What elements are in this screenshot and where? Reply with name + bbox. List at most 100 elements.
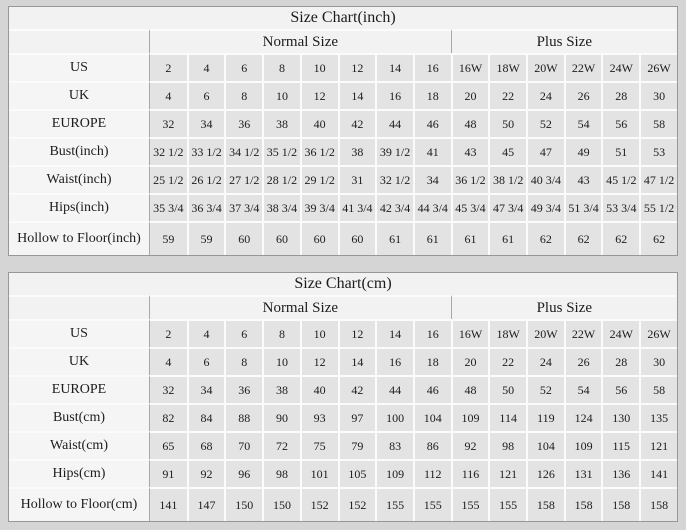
- cell-value: 155: [488, 487, 527, 521]
- cell-value: 10: [262, 347, 300, 375]
- cell-value: 41: [412, 137, 451, 165]
- cell-value: 10: [299, 53, 338, 81]
- cell-value: 42: [337, 375, 376, 403]
- cell-value: 16: [375, 347, 413, 375]
- cell-value: 90: [262, 403, 300, 431]
- cell-value: 39 3/4: [299, 193, 338, 221]
- cell-value: 100: [375, 403, 413, 431]
- cell-value: 124: [563, 403, 602, 431]
- column-group-label: Plus Size: [450, 29, 677, 53]
- cell-value: 44: [375, 109, 413, 137]
- row-label: Hips(inch): [9, 193, 149, 221]
- cell-value: 8: [262, 53, 300, 81]
- cell-value: 155: [450, 487, 489, 521]
- cell-value: 158: [639, 487, 677, 521]
- cell-value: 44: [375, 375, 413, 403]
- cell-value: 34 1/2: [224, 137, 263, 165]
- cell-value: 68: [186, 431, 225, 459]
- cell-value: 62: [601, 221, 640, 255]
- cell-value: 39 1/2: [375, 137, 413, 165]
- cell-value: 104: [412, 403, 451, 431]
- cell-value: 8: [224, 81, 263, 109]
- cell-value: 36: [224, 109, 263, 137]
- cell-value: 79: [337, 431, 376, 459]
- cell-value: 18: [412, 347, 451, 375]
- cell-value: 31: [337, 165, 376, 193]
- cell-value: 28: [601, 347, 640, 375]
- cell-value: 30: [639, 81, 677, 109]
- cell-value: 61: [412, 221, 451, 255]
- cell-value: 119: [526, 403, 564, 431]
- cell-value: 51: [601, 137, 640, 165]
- cell-value: 135: [639, 403, 677, 431]
- cell-value: 141: [639, 459, 677, 487]
- row-label: UK: [9, 81, 149, 109]
- cell-value: 40: [299, 375, 338, 403]
- cell-value: 38 1/2: [488, 165, 527, 193]
- cell-value: 36 1/2: [450, 165, 489, 193]
- cell-value: 130: [601, 403, 640, 431]
- cell-value: 105: [337, 459, 376, 487]
- cell-value: 136: [601, 459, 640, 487]
- cell-value: 26: [563, 347, 602, 375]
- cell-value: 56: [601, 109, 640, 137]
- cell-value: 16: [412, 319, 451, 347]
- cell-value: 12: [299, 81, 338, 109]
- cell-value: 83: [375, 431, 413, 459]
- row-label: UK: [9, 347, 149, 375]
- cell-value: 116: [450, 459, 489, 487]
- table-gap: [8, 256, 678, 272]
- table-row: Bust(cm) 82 84 88 90 93 97 100 104 109 114 119 124 13…: [9, 403, 677, 431]
- cell-value: 53 3/4: [601, 193, 640, 221]
- cell-value: 44 3/4: [412, 193, 451, 221]
- cell-value: 24: [526, 81, 564, 109]
- cell-value: 26W: [639, 53, 677, 81]
- cell-value: 4: [186, 319, 225, 347]
- cell-value: 121: [639, 431, 677, 459]
- cell-value: 115: [601, 431, 640, 459]
- table-title-row: Size Chart(inch): [9, 7, 677, 29]
- cell-value: 121: [488, 459, 527, 487]
- size-chart-cm-table: Size Chart(cm) Normal Size Plus Size US 2 4 6 8…: [8, 272, 678, 522]
- cell-value: 18W: [488, 53, 527, 81]
- table-title: Size Chart(inch): [9, 7, 677, 29]
- cell-value: 158: [526, 487, 564, 521]
- cell-value: 26 1/2: [186, 165, 225, 193]
- table-row: UK 4 6 8 10 12 14 16 18 20 22 24 26 28 30: [9, 81, 677, 109]
- cell-value: 27 1/2: [224, 165, 263, 193]
- cell-value: 28: [601, 81, 640, 109]
- cell-value: 59: [186, 221, 225, 255]
- cell-value: 41 3/4: [337, 193, 376, 221]
- cell-value: 2: [149, 53, 187, 81]
- table-row: Waist(inch) 25 1/2 26 1/2 27 1/2 28 1/2 29 1/…: [9, 165, 677, 193]
- cell-value: 47 3/4: [488, 193, 527, 221]
- cell-value: 20W: [526, 53, 564, 81]
- cell-value: 6: [186, 81, 225, 109]
- row-label: Bust(cm): [9, 403, 149, 431]
- cell-value: 150: [224, 487, 263, 521]
- table-row: Hips(inch) 35 3/4 36 3/4 37 3/4 38 3/4 39 3/4…: [9, 193, 677, 221]
- cell-value: 62: [526, 221, 564, 255]
- cell-value: 72: [262, 431, 300, 459]
- column-group-row: Normal Size Plus Size: [9, 29, 677, 53]
- cell-value: 34: [186, 375, 225, 403]
- cell-value: 10: [299, 319, 338, 347]
- cell-value: 84: [186, 403, 225, 431]
- cell-value: 16W: [450, 53, 489, 81]
- table-row: US 2 4 6 8 10 12 14 16 16W 18W 20W 22W 24W 26W: [9, 319, 677, 347]
- cell-value: 50: [488, 109, 527, 137]
- cell-value: 22W: [563, 53, 602, 81]
- cell-value: 38 3/4: [262, 193, 300, 221]
- cell-value: 49: [563, 137, 602, 165]
- cell-value: 26: [563, 81, 602, 109]
- cell-value: 47: [526, 137, 564, 165]
- cell-value: 6: [224, 53, 263, 81]
- cell-value: 59: [149, 221, 187, 255]
- cell-value: 25 1/2: [149, 165, 187, 193]
- cell-value: 93: [299, 403, 338, 431]
- cell-value: 49 3/4: [526, 193, 564, 221]
- cell-value: 62: [639, 221, 677, 255]
- cell-value: 158: [601, 487, 640, 521]
- cell-value: 141: [149, 487, 187, 521]
